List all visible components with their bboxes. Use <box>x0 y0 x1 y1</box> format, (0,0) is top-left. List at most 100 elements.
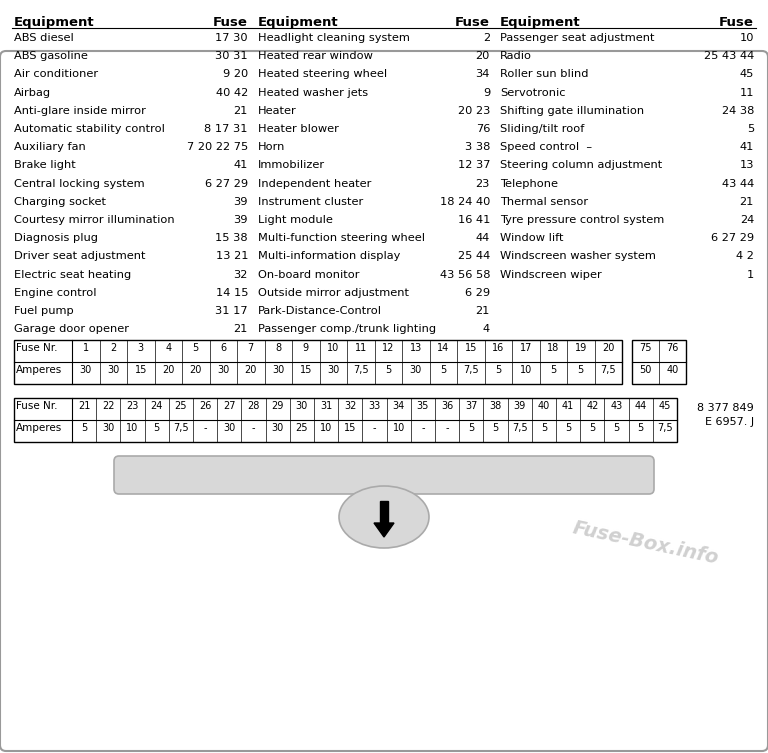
Text: 44: 44 <box>634 401 647 411</box>
Bar <box>14 398 677 442</box>
Text: Auxiliary fan: Auxiliary fan <box>14 142 86 152</box>
Text: 9: 9 <box>483 87 490 98</box>
Text: 13: 13 <box>740 160 754 170</box>
Text: Fuse-Box.info: Fuse-Box.info <box>571 518 720 568</box>
Text: Driver seat adjustment: Driver seat adjustment <box>14 252 145 261</box>
Text: 41: 41 <box>562 401 574 411</box>
Text: 40: 40 <box>667 365 679 375</box>
Text: Window lift: Window lift <box>500 233 564 243</box>
Text: Sliding/tilt roof: Sliding/tilt roof <box>500 124 584 134</box>
Text: Thermal sensor: Thermal sensor <box>500 197 588 207</box>
Text: 28: 28 <box>247 401 260 411</box>
Text: 10: 10 <box>327 343 339 353</box>
Text: 38: 38 <box>489 401 502 411</box>
Text: 35: 35 <box>417 401 429 411</box>
Text: 15 38: 15 38 <box>215 233 248 243</box>
Text: 12: 12 <box>382 343 395 353</box>
Text: 11: 11 <box>355 343 367 353</box>
Text: 15: 15 <box>134 365 147 375</box>
Text: 5: 5 <box>578 365 584 375</box>
Text: 25 44: 25 44 <box>458 252 490 261</box>
Text: 3: 3 <box>137 343 144 353</box>
Text: Amperes: Amperes <box>16 423 62 433</box>
Text: 16 41: 16 41 <box>458 215 490 225</box>
Text: 10: 10 <box>740 33 754 43</box>
Text: -: - <box>204 423 207 433</box>
Text: Heated washer jets: Heated washer jets <box>258 87 368 98</box>
Text: 26: 26 <box>199 401 211 411</box>
FancyBboxPatch shape <box>0 51 768 751</box>
Text: 34: 34 <box>475 69 490 79</box>
Text: Heater: Heater <box>258 106 296 116</box>
Text: 17 30: 17 30 <box>215 33 248 43</box>
Text: Fuse: Fuse <box>455 16 490 29</box>
Text: Fuel pump: Fuel pump <box>14 306 74 316</box>
Text: Heated rear window: Heated rear window <box>258 51 373 61</box>
FancyBboxPatch shape <box>114 456 654 494</box>
Text: 39: 39 <box>514 401 526 411</box>
Text: 45: 45 <box>740 69 754 79</box>
Text: 30: 30 <box>327 365 339 375</box>
Text: Electric seat heating: Electric seat heating <box>14 270 131 279</box>
Text: Speed control  –: Speed control – <box>500 142 592 152</box>
Text: 3 38: 3 38 <box>465 142 490 152</box>
Text: 5: 5 <box>589 423 595 433</box>
Text: Windscreen washer system: Windscreen washer system <box>500 252 656 261</box>
Text: Passenger seat adjustment: Passenger seat adjustment <box>500 33 654 43</box>
Text: 5: 5 <box>637 423 644 433</box>
Text: 10: 10 <box>520 365 532 375</box>
Text: -: - <box>372 423 376 433</box>
Text: Light module: Light module <box>258 215 333 225</box>
Text: 24 38: 24 38 <box>722 106 754 116</box>
Text: 5: 5 <box>565 423 571 433</box>
Text: Instrument cluster: Instrument cluster <box>258 197 363 207</box>
Text: Park-Distance-Control: Park-Distance-Control <box>258 306 382 316</box>
Text: 37: 37 <box>465 401 478 411</box>
Text: Automatic stability control: Automatic stability control <box>14 124 165 134</box>
Text: Headlight cleaning system: Headlight cleaning system <box>258 33 410 43</box>
Text: 22: 22 <box>102 401 114 411</box>
Text: 5: 5 <box>541 423 547 433</box>
Text: 42: 42 <box>586 401 598 411</box>
Polygon shape <box>374 523 394 537</box>
Text: 5: 5 <box>440 365 446 375</box>
Text: 5: 5 <box>385 365 392 375</box>
Text: 40 42: 40 42 <box>216 87 248 98</box>
Text: 6 27 29: 6 27 29 <box>205 178 248 188</box>
Text: 7 20 22 75: 7 20 22 75 <box>187 142 248 152</box>
Text: 50: 50 <box>639 365 652 375</box>
Text: Equipment: Equipment <box>258 16 339 29</box>
Text: Immobilizer: Immobilizer <box>258 160 325 170</box>
Text: 7,5: 7,5 <box>463 365 478 375</box>
Text: 17: 17 <box>520 343 532 353</box>
Text: 27: 27 <box>223 401 236 411</box>
Text: 5: 5 <box>614 423 620 433</box>
Text: Central locking system: Central locking system <box>14 178 144 188</box>
Text: 30: 30 <box>272 423 284 433</box>
Text: 5: 5 <box>468 423 475 433</box>
Text: 25: 25 <box>174 401 187 411</box>
Text: ABS gasoline: ABS gasoline <box>14 51 88 61</box>
Text: Outside mirror adjustment: Outside mirror adjustment <box>258 288 409 297</box>
Text: 10: 10 <box>392 423 405 433</box>
Text: 30: 30 <box>80 365 92 375</box>
Text: 41: 41 <box>740 142 754 152</box>
Text: On-board monitor: On-board monitor <box>258 270 359 279</box>
Text: 7,5: 7,5 <box>657 423 673 433</box>
Ellipse shape <box>339 486 429 548</box>
Text: E 6957. J: E 6957. J <box>705 417 754 427</box>
Text: -: - <box>445 423 449 433</box>
Text: Horn: Horn <box>258 142 286 152</box>
Text: 39: 39 <box>233 197 248 207</box>
Text: 7,5: 7,5 <box>601 365 616 375</box>
Text: 44: 44 <box>475 233 490 243</box>
Text: 10: 10 <box>127 423 139 433</box>
Text: 43 56 58: 43 56 58 <box>439 270 490 279</box>
Text: 7,5: 7,5 <box>353 365 369 375</box>
Text: 76: 76 <box>475 124 490 134</box>
Text: Windscreen wiper: Windscreen wiper <box>500 270 602 279</box>
Text: Air conditioner: Air conditioner <box>14 69 98 79</box>
Text: 5: 5 <box>154 423 160 433</box>
Text: 5: 5 <box>81 423 88 433</box>
Text: 18 24 40: 18 24 40 <box>439 197 490 207</box>
